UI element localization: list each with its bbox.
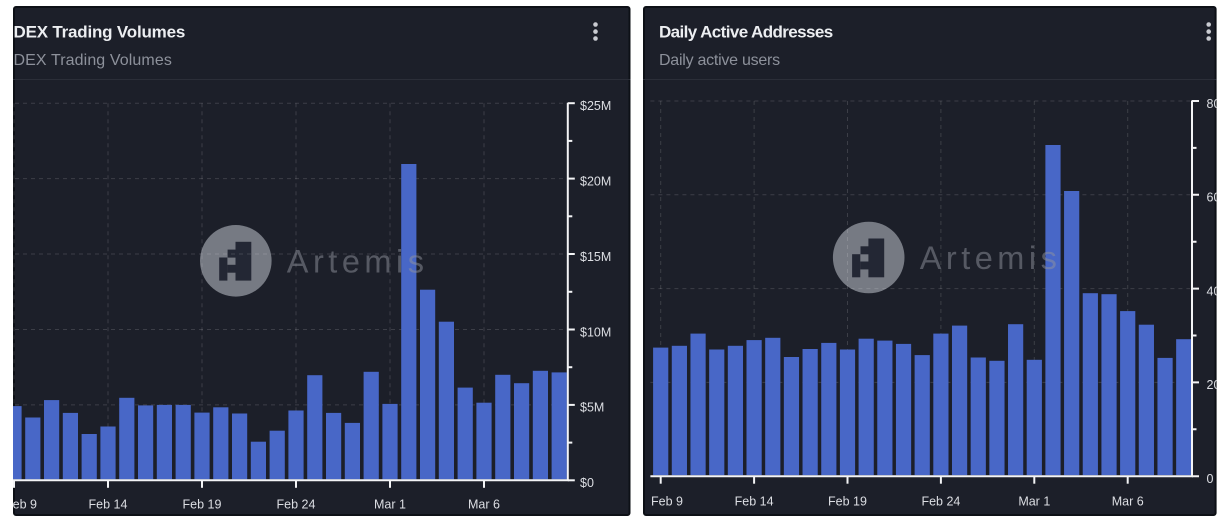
svg-text:Feb 19: Feb 19 (828, 494, 867, 508)
svg-text:Mar 6: Mar 6 (468, 497, 500, 511)
svg-text:Artemis: Artemis (287, 243, 429, 279)
svg-text:$0: $0 (580, 476, 594, 490)
svg-text:80: 80 (1207, 97, 1221, 111)
svg-text:$20M: $20M (580, 174, 611, 188)
svg-text:0: 0 (1207, 472, 1214, 486)
svg-text:Mar 6: Mar 6 (1112, 494, 1144, 508)
svg-text:$25M: $25M (580, 99, 611, 113)
svg-text:Feb 9: Feb 9 (5, 497, 37, 511)
svg-text:Feb 14: Feb 14 (735, 494, 774, 508)
svg-text:Daily Active Addresses: Daily Active Addresses (659, 23, 833, 42)
svg-text:Daily active users: Daily active users (659, 52, 780, 69)
svg-text:DEX Trading Volumes: DEX Trading Volumes (14, 23, 186, 42)
svg-text:40: 40 (1207, 284, 1221, 298)
svg-text:Feb 24: Feb 24 (921, 494, 960, 508)
svg-text:Feb 24: Feb 24 (277, 497, 316, 511)
svg-text:Feb 14: Feb 14 (89, 497, 128, 511)
svg-text:Mar 1: Mar 1 (374, 497, 406, 511)
svg-text:Mar 1: Mar 1 (1018, 494, 1050, 508)
svg-text:$15M: $15M (580, 250, 611, 264)
svg-text:DEX Trading Volumes: DEX Trading Volumes (14, 52, 172, 69)
svg-text:$5M: $5M (580, 401, 604, 415)
svg-text:20: 20 (1207, 378, 1221, 392)
svg-text:$10M: $10M (580, 325, 611, 339)
svg-text:Feb 9: Feb 9 (651, 494, 683, 508)
svg-text:60: 60 (1207, 191, 1221, 205)
svg-text:Artemis: Artemis (920, 240, 1062, 276)
svg-text:Feb 19: Feb 19 (183, 497, 222, 511)
